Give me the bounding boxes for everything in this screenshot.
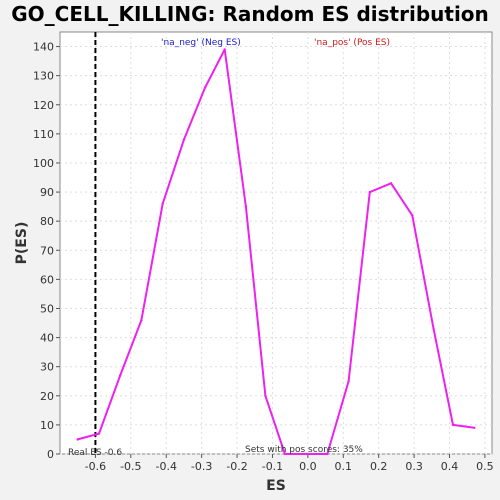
data-point xyxy=(244,205,248,208)
annotation-neg-es: 'na_neg' (Neg ES) xyxy=(161,38,241,48)
x-tick-label: -0.2 xyxy=(226,460,247,473)
data-point xyxy=(140,318,143,322)
data-point xyxy=(118,374,122,377)
data-point xyxy=(203,86,207,89)
data-point xyxy=(182,138,186,141)
data-point xyxy=(432,327,435,331)
y-tick-label: 110 xyxy=(33,128,54,141)
y-tick-label: 70 xyxy=(40,244,54,257)
y-tick-label: 120 xyxy=(33,99,54,112)
y-tick-label: 130 xyxy=(33,70,54,83)
x-tick-label: 0.2 xyxy=(370,460,388,473)
x-tick-label: -0.1 xyxy=(262,460,283,473)
y-axis-label: P(ES) xyxy=(14,222,30,265)
annotation-pos-scores: Sets with pos scores: 35% xyxy=(245,445,363,455)
y-tick-label: 40 xyxy=(40,332,54,345)
data-point xyxy=(368,190,372,194)
data-point xyxy=(411,214,414,217)
y-tick-label: 30 xyxy=(40,361,54,374)
data-point xyxy=(326,452,329,456)
plot-area xyxy=(59,31,493,455)
data-point xyxy=(473,426,476,430)
real-es-label: Real ES -0.6 xyxy=(68,448,122,458)
x-tick-label: -0.6 xyxy=(85,460,106,473)
chart-title: GO_CELL_KILLING: Random ES distribution xyxy=(11,2,489,26)
data-point xyxy=(264,394,267,397)
y-tick-label: 80 xyxy=(40,215,54,228)
y-tick-label: 140 xyxy=(33,41,54,54)
data-point xyxy=(76,438,79,441)
annotation-pos-es: 'na_pos' (Pos ES) xyxy=(314,38,390,48)
y-tick-label: 50 xyxy=(40,302,54,315)
data-point xyxy=(389,182,393,185)
data-point xyxy=(347,380,350,383)
data-point xyxy=(304,452,308,456)
y-tick-label: 100 xyxy=(33,157,54,170)
data-point xyxy=(451,423,455,427)
x-tick-label: 0.1 xyxy=(335,460,353,473)
x-tick-label: 0.5 xyxy=(476,460,494,473)
x-tick-label: 0.3 xyxy=(405,460,423,473)
data-point xyxy=(97,432,101,435)
data-point xyxy=(161,202,164,205)
x-tick-label: 0.4 xyxy=(441,460,459,473)
x-tick-label: -0.5 xyxy=(120,460,141,473)
data-point xyxy=(283,452,287,456)
axis-ticks: -0.6 -0.5 -0.4 -0.3 -0.2 -0.1 0.0 0.1 0.2 0.3 0.4 0… xyxy=(33,41,494,473)
y-tick-label: 60 xyxy=(40,273,54,286)
x-axis-label: ES xyxy=(266,478,286,494)
x-tick-label: 0.0 xyxy=(299,460,317,473)
y-tick-label: 10 xyxy=(40,419,54,432)
y-tick-label: 90 xyxy=(40,186,54,199)
series-line xyxy=(77,48,475,455)
y-tick-label: 20 xyxy=(40,390,54,403)
y-tick-label: 0 xyxy=(47,448,54,461)
data-point xyxy=(223,48,226,51)
grid-lines xyxy=(60,32,492,455)
x-tick-label: -0.4 xyxy=(155,460,176,473)
x-tick-label: -0.3 xyxy=(191,460,212,473)
series-layer xyxy=(76,48,476,456)
